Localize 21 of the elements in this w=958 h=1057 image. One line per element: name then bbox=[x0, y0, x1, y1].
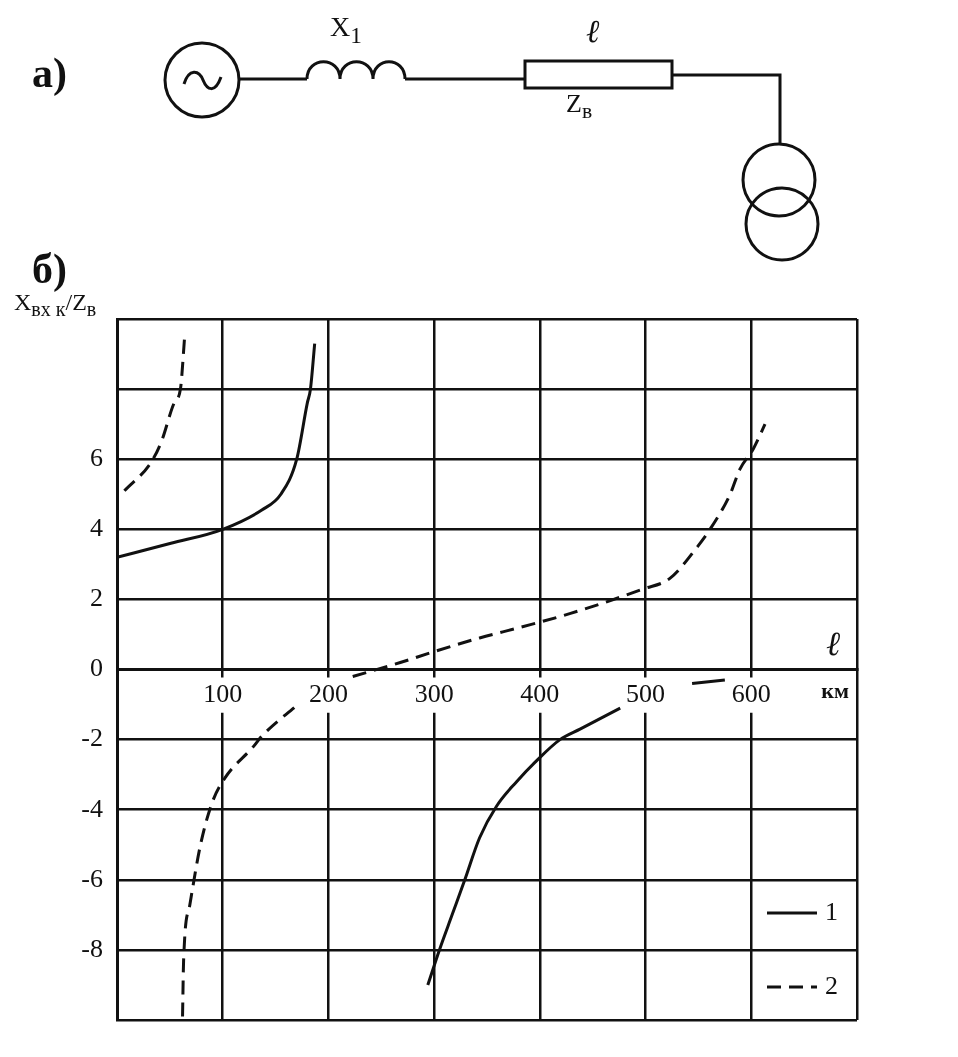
y-tick-label: -8 bbox=[81, 933, 103, 963]
x-tick-label: 400 bbox=[520, 678, 560, 708]
text: а) bbox=[32, 50, 67, 97]
x-axis-title: ℓ bbox=[825, 625, 841, 663]
annotation: км bbox=[821, 678, 849, 704]
y-tick-label: -6 bbox=[81, 863, 103, 893]
y-tick-label: 4 bbox=[90, 513, 103, 543]
legend-label: 1 bbox=[825, 896, 838, 926]
x-tick-label: 200 bbox=[308, 678, 348, 708]
chart-title: б) bbox=[32, 246, 67, 293]
y-tick-label: 6 bbox=[90, 443, 103, 473]
y-tick-label: -4 bbox=[81, 793, 103, 823]
legend-label: 2 bbox=[825, 970, 838, 1000]
circuit-diagram: X$_{1}$ ℓ Z$_{в}$ bbox=[163, 10, 821, 263]
y-tick-label: 0 bbox=[90, 653, 103, 683]
x-tick-label: 300 bbox=[414, 678, 454, 708]
x-tick-label: 100 bbox=[203, 678, 243, 708]
x-tick-label: 500 bbox=[626, 678, 666, 708]
x-tick-label: 600 bbox=[731, 678, 771, 708]
y-tick-label: -2 bbox=[81, 723, 103, 753]
y-tick-label: 2 bbox=[90, 583, 103, 613]
